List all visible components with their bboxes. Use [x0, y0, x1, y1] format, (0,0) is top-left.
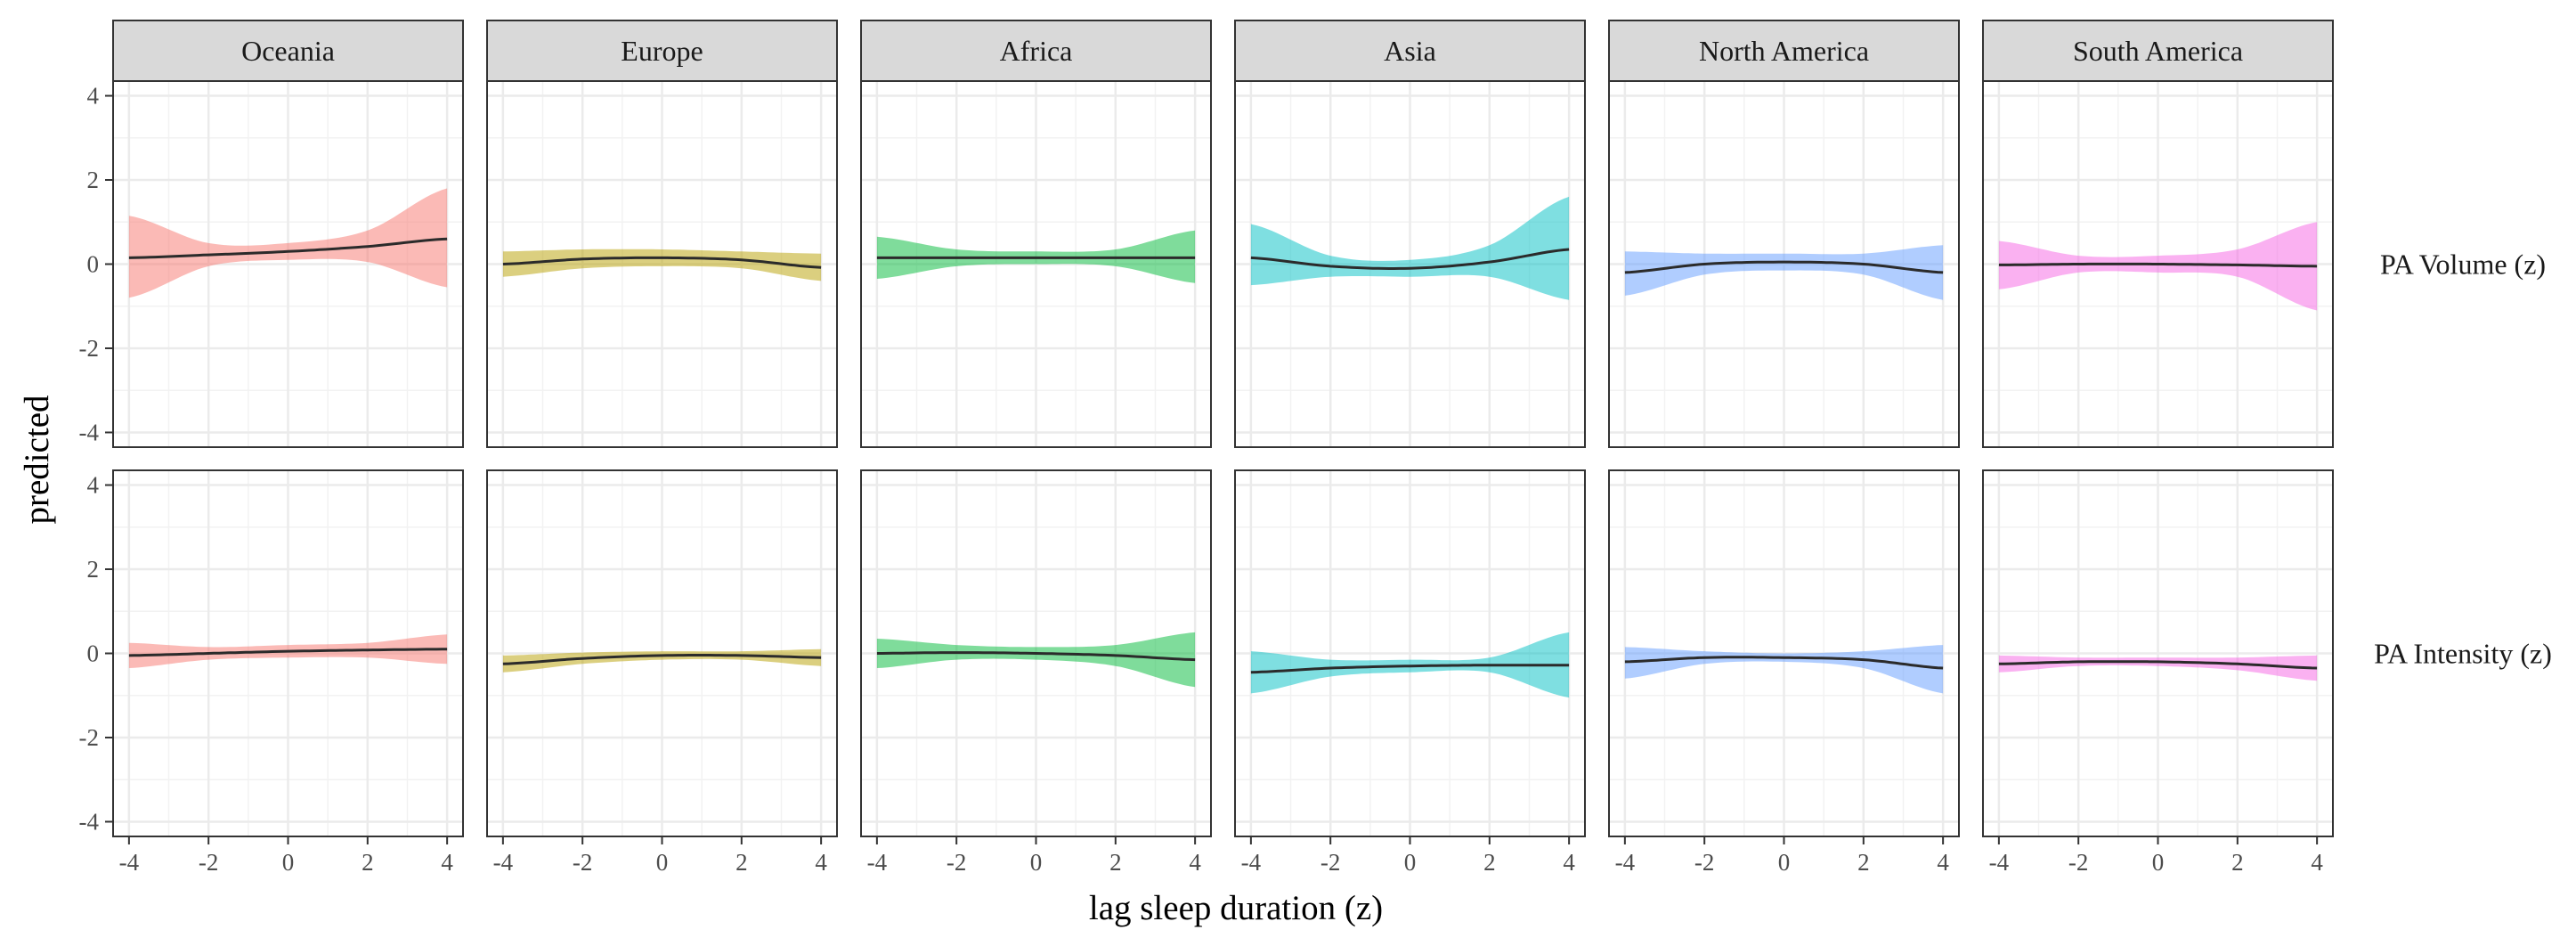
- x-tick-label: 2: [362, 849, 374, 876]
- x-tick-label: 2: [1483, 849, 1496, 876]
- panels-layer: Oceania -4 -2 0 2 4 Europe Africa Asia North Amer…: [79, 20, 2552, 876]
- x-tick-label: -4: [119, 849, 140, 876]
- facet-strip-label: South America: [2073, 35, 2243, 67]
- y-tick-label: 0: [87, 251, 100, 278]
- x-tick-label: 0: [1030, 849, 1043, 876]
- panel-north-america-pa-intensity-z: -4 -2 0 2 4: [1608, 469, 1960, 876]
- facet-strip: [1608, 20, 1960, 82]
- x-tick-label: -4: [1241, 849, 1262, 876]
- row-strip-label: PA Intensity (z): [2374, 638, 2552, 670]
- facet-strip: [860, 20, 1212, 82]
- y-tick-label: -2: [79, 335, 100, 362]
- fit-line: [1624, 260, 1944, 274]
- confidence-band: [1250, 196, 1570, 300]
- confidence-band: [876, 632, 1196, 688]
- panel-europe-pa-volume-z: Europe: [486, 20, 838, 448]
- x-tick-label: 2: [735, 849, 748, 876]
- x-tick-label: -2: [199, 849, 219, 876]
- fit-line: [876, 651, 1196, 662]
- panel-oceania-pa-volume-z: Oceania -4 -2 0 2 4: [79, 20, 464, 448]
- fit-line: [128, 648, 448, 657]
- confidence-band: [1998, 222, 2318, 311]
- y-axis-title: predicted: [18, 395, 56, 525]
- x-tick-label: -2: [1321, 849, 1341, 876]
- facet-strip: [1234, 20, 1586, 82]
- facet-strip: [112, 20, 464, 82]
- y-tick-label: 2: [87, 167, 100, 193]
- panel-south-america-pa-intensity-z: -4 -2 0 2 4 PA Intensity (z): [1982, 469, 2552, 876]
- x-tick-label: 0: [1404, 849, 1417, 876]
- x-tick-label: 4: [441, 849, 453, 876]
- panel-asia-pa-intensity-z: -4 -2 0 2 4: [1234, 469, 1586, 876]
- x-tick-label: -2: [947, 849, 967, 876]
- panel-north-america-pa-volume-z: North America: [1608, 20, 1960, 448]
- facet-strip-label: Europe: [621, 35, 703, 67]
- fit-line: [1250, 248, 1570, 270]
- confidence-band: [128, 188, 448, 298]
- x-tick-label: -4: [493, 849, 514, 876]
- panel-south-america-pa-volume-z: South America PA Volume (z): [1982, 20, 2546, 448]
- facet-strip-label: Asia: [1384, 35, 1436, 67]
- x-tick-label: 2: [2231, 849, 2244, 876]
- panel-oceania-pa-intensity-z: -4 -2 0 2 4 -4 -2 0 2 4: [79, 469, 464, 876]
- x-tick-label: 4: [2311, 849, 2323, 876]
- panel-africa-pa-intensity-z: -4 -2 0 2 4: [860, 469, 1212, 876]
- x-axis-title: lag sleep duration (z): [1089, 889, 1383, 927]
- panel-asia-pa-volume-z: Asia: [1234, 20, 1586, 448]
- y-tick-label: -4: [79, 419, 100, 445]
- x-tick-label: -4: [867, 849, 888, 876]
- facet-strip-label: Africa: [1000, 35, 1073, 67]
- x-tick-label: 4: [1189, 849, 1201, 876]
- x-tick-label: -2: [573, 849, 593, 876]
- x-tick-label: 0: [282, 849, 295, 876]
- facet-strip-label: Oceania: [241, 35, 335, 67]
- x-tick-label: 0: [1778, 849, 1791, 876]
- fit-line: [1624, 656, 1944, 670]
- x-tick-label: 4: [815, 849, 827, 876]
- fit-line: [128, 237, 448, 259]
- y-tick-label: 0: [87, 640, 100, 667]
- fit-line: [1998, 262, 2318, 268]
- x-tick-label: -2: [1694, 849, 1715, 876]
- confidence-band: [502, 249, 822, 281]
- fit-line: [502, 654, 822, 665]
- x-tick-label: 4: [1937, 849, 1949, 876]
- x-tick-label: 4: [1563, 849, 1575, 876]
- x-tick-label: 0: [2152, 849, 2165, 876]
- panel-europe-pa-intensity-z: -4 -2 0 2 4: [486, 469, 838, 876]
- x-tick-label: 2: [1109, 849, 1122, 876]
- x-tick-label: 0: [656, 849, 669, 876]
- y-tick-label: 2: [87, 556, 100, 583]
- panel-africa-pa-volume-z: Africa: [860, 20, 1212, 448]
- x-tick-label: -4: [1989, 849, 2010, 876]
- y-tick-label: -2: [79, 724, 100, 751]
- fit-line: [1998, 660, 2318, 670]
- fit-line: [502, 256, 822, 269]
- facet-strip: [1982, 20, 2334, 82]
- facet-strip: [486, 20, 838, 82]
- fit-line: [1250, 664, 1570, 674]
- confidence-band: [1624, 245, 1944, 300]
- y-tick-label: 4: [87, 472, 100, 499]
- y-tick-label: 4: [87, 83, 100, 110]
- x-tick-label: 2: [1857, 849, 1870, 876]
- facet-strip-label: North America: [1699, 35, 1869, 67]
- row-strip-label: PA Volume (z): [2380, 249, 2546, 281]
- x-tick-label: -2: [2068, 849, 2089, 876]
- y-tick-label: -4: [79, 808, 100, 835]
- x-tick-label: -4: [1615, 849, 1636, 876]
